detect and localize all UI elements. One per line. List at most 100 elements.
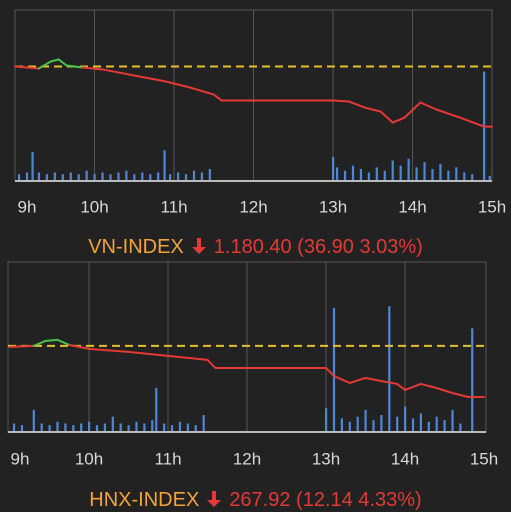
volume-bar [391, 160, 394, 181]
volume-bar [463, 172, 466, 181]
volume-bar [427, 421, 430, 432]
volume-bar [25, 172, 29, 181]
volume-bar [332, 157, 335, 181]
volume-bar [415, 167, 418, 181]
price-line [459, 116, 486, 128]
volume-bar [202, 415, 205, 432]
volume-bar [380, 415, 383, 432]
volume-bar [443, 420, 446, 432]
volume-bar [101, 172, 104, 181]
volume-bar [184, 174, 188, 181]
price-line [188, 86, 215, 96]
price-line [325, 366, 335, 377]
volume-bar [125, 170, 128, 181]
price-line [9, 344, 35, 348]
volume-bar [186, 423, 189, 432]
price-line [44, 338, 59, 342]
volume-bar [143, 423, 146, 432]
volume-bar [32, 409, 35, 432]
price-line [435, 108, 462, 119]
price-line [101, 68, 136, 77]
x-tick-label: 12h [233, 449, 261, 468]
volume-bar [103, 423, 106, 432]
volume-bar [133, 174, 136, 181]
price-line [396, 382, 406, 391]
price-line [348, 376, 367, 384]
price-line [206, 358, 217, 369]
x-tick-label: 9h [18, 197, 37, 216]
index-value: 1.180.40 (36.90 3.03%) [213, 236, 423, 258]
price-line [332, 374, 351, 384]
price-line [212, 93, 223, 102]
index-name: HNX-INDEX [89, 489, 200, 511]
volume-bar [163, 423, 166, 432]
volume-bar [340, 418, 343, 432]
volume-bar [69, 172, 72, 181]
volume-bar [351, 165, 355, 181]
volume-bar [149, 174, 152, 181]
x-tick-label: 11h [154, 449, 181, 468]
volume-bar [388, 306, 391, 432]
price-line [404, 382, 422, 391]
volume-bar [447, 170, 450, 181]
volume-bar [431, 169, 434, 181]
volume-bar [459, 423, 462, 432]
price-line [57, 58, 68, 67]
price-line [14, 65, 40, 70]
volume-bar [12, 423, 16, 432]
price-line [419, 382, 438, 389]
volume-bar [117, 172, 120, 181]
price-line [49, 58, 60, 63]
price-line [88, 347, 130, 353]
volume-bar [178, 421, 182, 432]
volume-bar [399, 165, 402, 181]
volume-bar [325, 408, 328, 432]
volume-bar [157, 172, 160, 181]
volume-bar [411, 418, 415, 432]
volume-bar [61, 174, 64, 181]
x-tick-label: 14h [398, 197, 426, 216]
price-line [403, 101, 422, 119]
price-line [68, 343, 90, 350]
volume-bar [119, 423, 122, 432]
volume-bar [85, 170, 88, 181]
volume-bar [170, 425, 174, 432]
volume-bar [135, 421, 138, 432]
price-line [56, 338, 71, 346]
volume-bar [419, 413, 422, 432]
price-line [32, 339, 47, 347]
caption: HNX-INDEX 267.92 (12.14 4.33%) [0, 489, 511, 512]
down-arrow [191, 238, 206, 254]
volume-bar [471, 328, 474, 432]
volume-bar [88, 421, 91, 432]
price-line [37, 60, 52, 70]
volume-bar [383, 170, 386, 181]
volume-bar [192, 170, 196, 181]
volume-bar [48, 425, 51, 432]
volume-bar [127, 425, 130, 432]
volume-bar [31, 151, 34, 181]
volume-bar [356, 416, 359, 432]
volume-bar [364, 409, 367, 432]
x-tick-label: 12h [239, 197, 267, 216]
price-line [165, 80, 191, 89]
price-line [391, 116, 406, 124]
price-line [347, 100, 366, 109]
volume-bar [77, 174, 80, 181]
price-line [81, 66, 104, 71]
volume-bar [176, 172, 180, 181]
volume-bar [37, 172, 41, 181]
volume-bar [80, 423, 83, 432]
volume-bar [208, 169, 211, 181]
price-line [363, 106, 382, 113]
price-line [364, 376, 383, 382]
volume-bar [200, 172, 204, 181]
price-line [380, 379, 399, 385]
price-line [451, 391, 470, 398]
volume-bar [40, 423, 43, 432]
volume-bar [375, 167, 378, 181]
x-tick-label: 10h [75, 449, 103, 468]
volume-bar [72, 425, 75, 432]
